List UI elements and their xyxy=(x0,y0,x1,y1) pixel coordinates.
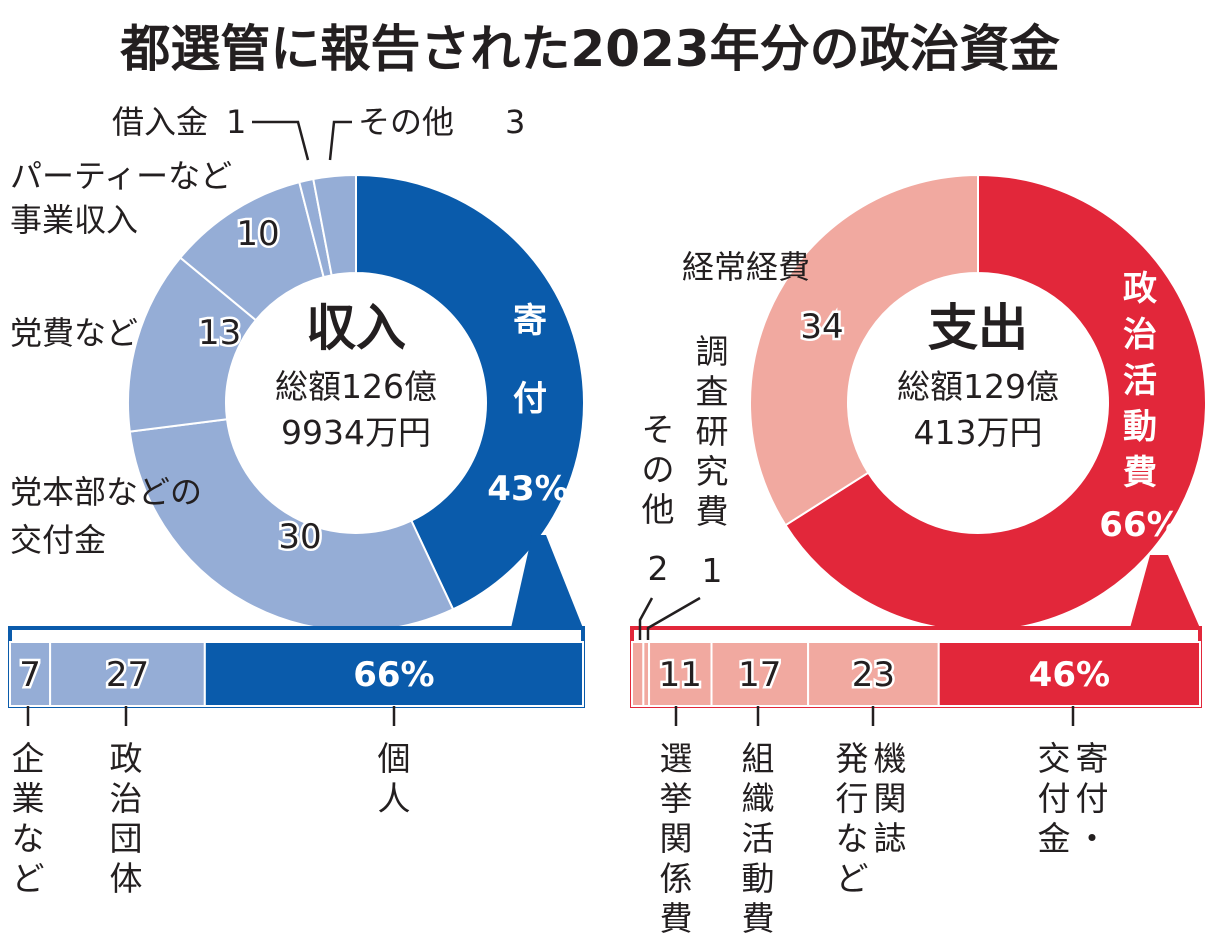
expense-total-line2: 413万円 xyxy=(914,413,1043,452)
political-segment-value-3: 17 xyxy=(738,655,781,695)
income-slice-label-party-grant-2: 交付金 xyxy=(10,521,106,559)
income-other-leader xyxy=(328,120,352,161)
pol-label-journal-col1: 機関誌 xyxy=(874,739,907,858)
political-segment-3 xyxy=(710,641,810,707)
pol-value-other: 2 xyxy=(648,549,669,588)
donation-callout xyxy=(511,535,583,628)
pol-label-donation-col1: 寄付・ xyxy=(1076,739,1109,858)
donation-segment-0 xyxy=(9,641,52,707)
pol-label-donation-col2: 交付金 xyxy=(1038,739,1071,858)
income-loans-leader xyxy=(252,120,310,161)
income-total-line2: 9934万円 xyxy=(281,413,431,452)
donation-label-corporate: 企業など xyxy=(12,739,45,898)
chart-title: 都選管に報告された2023年分の政治資金 xyxy=(119,20,1060,78)
income-slice-label-party-events-2: 事業収入 xyxy=(10,201,138,239)
pol-other-leader xyxy=(638,597,654,640)
political-segment-value-4: 23 xyxy=(852,655,895,695)
political-activity-bar: 11 17 23 46% xyxy=(631,641,1201,707)
expense-slice-label-ordinary: 経常経費 xyxy=(682,248,810,286)
political-segment-5 xyxy=(937,641,1201,707)
income-slice-value-donation: 43% xyxy=(487,469,568,509)
income-slice-value-membership: 13 xyxy=(198,313,241,353)
income-slice-value-loans: 1 xyxy=(226,103,246,141)
pol-label-donation-grant: 寄付・ 交付金 xyxy=(1038,739,1109,858)
pol-research-leader xyxy=(646,596,701,640)
political-segment-0 xyxy=(631,641,645,707)
political-segment-value-5: 46% xyxy=(1029,655,1110,695)
income-slice-label-loans: 借入金 xyxy=(112,103,208,141)
expense-center-title: 支出 xyxy=(928,299,1028,357)
donation-segment-value-2: 66% xyxy=(353,655,434,695)
income-slice-value-party-events: 10 xyxy=(236,214,279,254)
pol-label-election: 選挙関係費 xyxy=(660,739,693,938)
expense-slice-value-ordinary: 34 xyxy=(800,307,843,347)
donation-segment-value-0: 7 xyxy=(19,655,41,695)
income-center-title: 収入 xyxy=(306,299,406,357)
expense-slice-1 xyxy=(749,173,979,527)
income-slice-label-other: その他 xyxy=(358,103,454,141)
political-segment-value-2: 11 xyxy=(659,655,702,695)
income-slice-label-membership: 党費など xyxy=(10,314,138,352)
pol-value-research: 1 xyxy=(702,551,723,590)
expense-slice-label-political-activity: 政治活動費 xyxy=(1123,269,1157,493)
income-slice-label-party-events-1: パーティーなど xyxy=(10,157,232,195)
pol-label-journal: 機関誌 発行など xyxy=(836,739,907,898)
pol-label-other: その他 xyxy=(642,410,675,529)
pol-label-organization: 組織活動費 xyxy=(742,739,775,938)
expense-slice-value-political-activity: 66% xyxy=(1099,505,1180,545)
donation-segment-2 xyxy=(203,641,584,707)
expense-total-line1: 総額129億 xyxy=(897,367,1059,406)
donation-bar: 7 27 66% xyxy=(9,641,584,707)
pol-label-journal-col2: 発行など xyxy=(836,739,869,898)
donation-label-political-groups: 政治団体 xyxy=(110,739,143,898)
income-slice-value-party-grant: 30 xyxy=(278,517,321,557)
income-donut xyxy=(127,173,585,632)
donation-label-individual: 個人 xyxy=(378,739,411,818)
expense-donut xyxy=(749,173,1207,632)
income-slice-label-donation-1: 寄 xyxy=(513,301,547,341)
political-activity-callout xyxy=(1130,555,1200,628)
income-total-line1: 総額126億 xyxy=(275,367,437,406)
income-slice-value-other: 3 xyxy=(505,103,525,141)
donation-segment-value-1: 27 xyxy=(106,655,149,695)
income-slice-label-donation-2: 付 xyxy=(513,379,547,419)
donation-segment-1 xyxy=(49,641,206,707)
income-slice-label-party-grant-1: 党本部などの xyxy=(10,473,202,511)
income-slice-5 xyxy=(312,173,357,277)
expense-slice-0 xyxy=(784,173,1207,632)
income-slice-0 xyxy=(355,173,585,611)
pol-label-research: 調査研究費 xyxy=(696,332,729,531)
